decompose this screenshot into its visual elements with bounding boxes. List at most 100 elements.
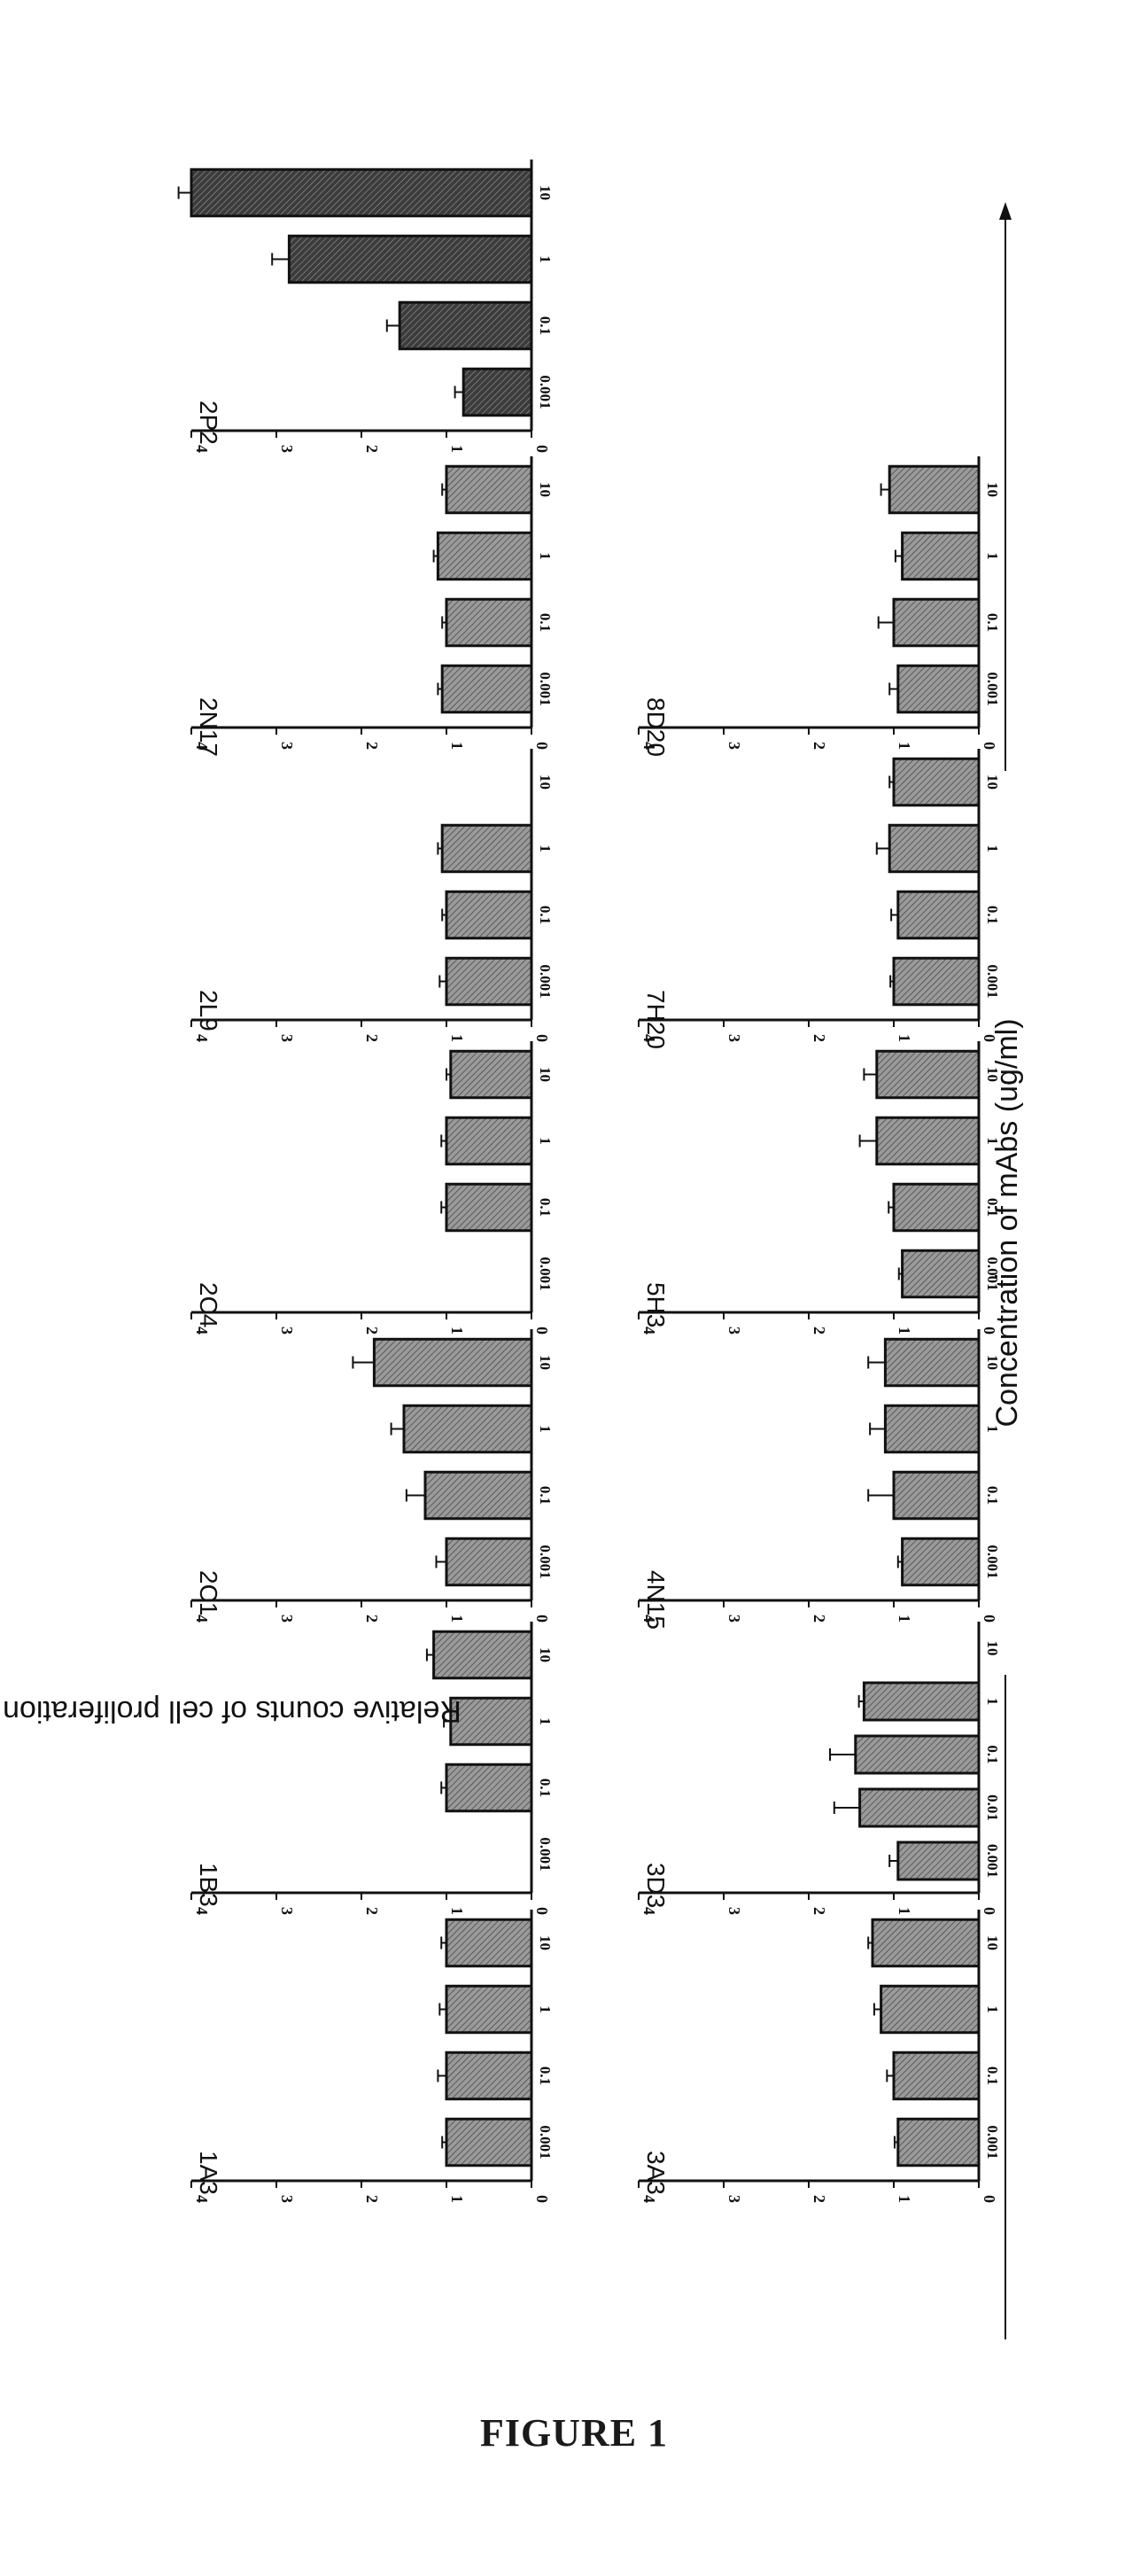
chart-panels: 012341A30.0010.1110012341B30.0010.111001… bbox=[179, 160, 1001, 2203]
bar bbox=[446, 1117, 531, 1164]
panel-title: 2N17 bbox=[195, 697, 222, 757]
category-label: 0.1 bbox=[537, 1778, 554, 1797]
y-tick-label: 3 bbox=[278, 445, 296, 453]
bar bbox=[463, 369, 531, 416]
bar bbox=[903, 533, 979, 580]
bar bbox=[864, 1683, 979, 1720]
bar bbox=[446, 891, 531, 938]
bar bbox=[889, 466, 979, 513]
bar bbox=[885, 1339, 979, 1386]
y-tick-label: 3 bbox=[725, 1327, 743, 1335]
category-label: 10 bbox=[537, 1067, 554, 1082]
bar bbox=[898, 2119, 979, 2166]
y-tick-label: 1 bbox=[448, 1327, 466, 1335]
category-label: 1 bbox=[537, 552, 554, 560]
y-tick-label: 3 bbox=[725, 742, 743, 750]
y-tick-label: 1 bbox=[448, 1907, 466, 1915]
category-label: 0.001 bbox=[537, 375, 554, 409]
y-tick-label: 3 bbox=[278, 1034, 296, 1042]
bar bbox=[404, 1405, 531, 1452]
chart-panel-4n15: 012344N150.0010.1110 bbox=[639, 1329, 1001, 1630]
y-tick-label: 2 bbox=[811, 1615, 828, 1623]
bar bbox=[425, 1472, 531, 1519]
category-label: 0.1 bbox=[537, 2066, 554, 2085]
category-label: 1 bbox=[537, 1717, 554, 1725]
bar bbox=[898, 891, 979, 938]
bar bbox=[446, 1538, 531, 1585]
category-label: 0.001 bbox=[984, 1844, 1001, 1878]
y-tick-label: 0 bbox=[533, 742, 551, 750]
chart-panel-2p2: 012342P20.0010.1110 bbox=[179, 160, 554, 453]
bar bbox=[374, 1339, 531, 1386]
chart-panel-7h20: 012347H200.0010.1110 bbox=[639, 749, 1001, 1049]
category-label: 0.1 bbox=[537, 316, 554, 335]
y-tick-label: 2 bbox=[363, 742, 381, 750]
bar bbox=[446, 1986, 531, 2033]
figure-caption: FIGURE 1 bbox=[0, 2410, 1148, 2455]
chart-panel-1b3: 012341B30.0010.1110 bbox=[191, 1622, 554, 1915]
category-label: 0.001 bbox=[537, 1545, 554, 1578]
panel-title: 5H3 bbox=[642, 1282, 670, 1327]
y-tick-label: 0 bbox=[533, 1907, 551, 1915]
bar bbox=[446, 466, 531, 513]
bar bbox=[894, 958, 979, 1005]
bar bbox=[446, 2052, 531, 2099]
y-tick-label: 2 bbox=[811, 1034, 828, 1042]
bar bbox=[898, 1842, 979, 1879]
y-tick-label: 0 bbox=[981, 1907, 998, 1915]
y-tick-label: 0 bbox=[533, 1615, 551, 1623]
bar bbox=[446, 1764, 531, 1811]
category-label: 1 bbox=[984, 552, 1001, 560]
chart-panel-5h3: 012345H30.0010.1110 bbox=[639, 1041, 1001, 1335]
y-tick-label: 4 bbox=[193, 1034, 211, 1042]
category-label: 0.001 bbox=[537, 1257, 554, 1290]
y-tick-label: 3 bbox=[278, 1327, 296, 1335]
chart-panel-2l9: 012342L90.0010.1110 bbox=[191, 749, 554, 1042]
bar bbox=[446, 1184, 531, 1231]
chart-panel-2c4: 012342C40.0010.1110 bbox=[191, 1041, 554, 1335]
bar bbox=[894, 599, 979, 646]
y-tick-label: 4 bbox=[193, 1907, 211, 1915]
y-tick-label: 0 bbox=[533, 445, 551, 453]
y-tick-label: 2 bbox=[811, 1327, 828, 1335]
category-label: 0.001 bbox=[537, 672, 554, 705]
panel-title: 7H20 bbox=[642, 990, 670, 1049]
y-tick-label: 1 bbox=[448, 1034, 466, 1042]
y-tick-label: 1 bbox=[896, 1327, 913, 1335]
panel-title: 4N15 bbox=[642, 1570, 670, 1630]
x-axis-arrowhead bbox=[999, 202, 1012, 220]
category-label: 0.001 bbox=[984, 672, 1001, 705]
y-tick-label: 2 bbox=[363, 1327, 381, 1335]
y-tick-label: 3 bbox=[278, 742, 296, 750]
bar bbox=[889, 825, 979, 872]
category-label: 0.1 bbox=[984, 2066, 1001, 2085]
y-tick-label: 4 bbox=[193, 2195, 211, 2203]
y-tick-label: 4 bbox=[193, 445, 211, 453]
bar bbox=[434, 1631, 531, 1678]
category-label: 10 bbox=[537, 482, 554, 497]
chart-panel-2n17: 012342N170.0010.1110 bbox=[191, 456, 554, 757]
category-label: 10 bbox=[537, 1935, 554, 1950]
y-tick-label: 2 bbox=[811, 1907, 828, 1915]
y-tick-label: 1 bbox=[896, 1034, 913, 1042]
y-tick-label: 2 bbox=[811, 2195, 828, 2203]
y-tick-label: 1 bbox=[448, 742, 466, 750]
category-label: 1 bbox=[984, 844, 1001, 852]
category-label: 0.1 bbox=[537, 1486, 554, 1505]
y-tick-label: 0 bbox=[981, 2195, 998, 2203]
category-label: 10 bbox=[984, 1641, 1001, 1656]
panel-title: 3D3 bbox=[642, 1863, 670, 1908]
bar bbox=[881, 1986, 979, 2033]
panel-title: 3A3 bbox=[642, 2151, 670, 2195]
y-tick-label: 0 bbox=[981, 1615, 998, 1623]
bar bbox=[894, 759, 979, 805]
bar bbox=[856, 1736, 979, 1773]
y-tick-label: 2 bbox=[811, 742, 828, 750]
y-axis-label: Relative counts of cell proliferation bbox=[3, 1694, 462, 1728]
bar bbox=[446, 958, 531, 1005]
panel-title: 2P2 bbox=[195, 401, 222, 445]
bar bbox=[894, 1184, 979, 1231]
y-tick-label: 1 bbox=[448, 445, 466, 453]
category-label: 0.1 bbox=[537, 906, 554, 924]
bar bbox=[191, 169, 531, 216]
